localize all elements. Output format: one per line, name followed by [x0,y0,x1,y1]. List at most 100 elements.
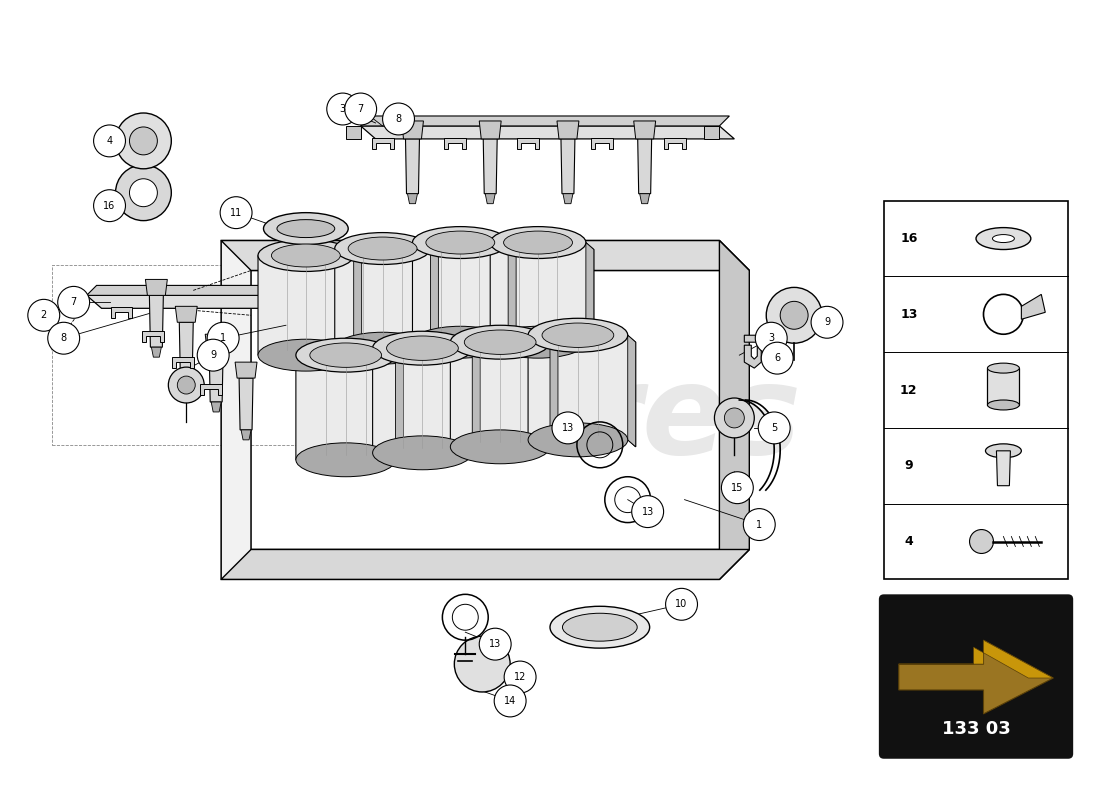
Polygon shape [638,139,651,194]
Polygon shape [704,126,719,139]
Circle shape [480,628,512,660]
Circle shape [725,408,745,428]
Text: ares: ares [497,359,802,481]
Ellipse shape [450,430,550,464]
Circle shape [207,322,239,354]
Text: euro: euro [260,230,581,351]
Text: 13: 13 [490,639,502,649]
Circle shape [666,588,697,620]
Text: 13: 13 [562,423,574,433]
Circle shape [197,339,229,371]
Polygon shape [472,348,481,460]
Ellipse shape [562,614,637,641]
Ellipse shape [491,326,586,358]
Polygon shape [179,322,194,374]
Circle shape [116,113,172,169]
Polygon shape [719,241,749,579]
Polygon shape [258,255,362,362]
Polygon shape [634,121,656,139]
Ellipse shape [412,226,508,258]
Polygon shape [145,279,167,295]
Polygon shape [87,295,301,308]
Text: 8: 8 [396,114,402,124]
Polygon shape [899,640,1053,714]
Polygon shape [221,241,749,579]
Circle shape [168,367,205,403]
Ellipse shape [992,234,1014,242]
Circle shape [344,93,376,125]
Polygon shape [563,194,573,204]
Text: 16: 16 [900,232,917,245]
Ellipse shape [264,213,349,245]
Polygon shape [241,430,251,440]
Polygon shape [628,335,636,447]
Text: 3: 3 [768,334,774,343]
Circle shape [811,306,843,338]
Circle shape [94,125,125,157]
Ellipse shape [450,326,550,359]
Polygon shape [345,126,361,139]
Text: 2: 2 [41,310,47,320]
Ellipse shape [310,343,382,367]
Circle shape [130,127,157,155]
Polygon shape [407,194,418,204]
Circle shape [28,299,59,331]
Text: 4: 4 [107,136,112,146]
Polygon shape [640,194,650,204]
Polygon shape [561,139,575,194]
Circle shape [494,685,526,717]
Circle shape [722,472,754,504]
Text: 13: 13 [641,506,653,517]
Polygon shape [373,348,481,460]
FancyBboxPatch shape [879,594,1074,758]
Text: 4: 4 [904,535,913,548]
Ellipse shape [542,323,614,347]
Circle shape [504,661,536,693]
Polygon shape [485,194,495,204]
Ellipse shape [277,220,334,238]
Circle shape [761,342,793,374]
Polygon shape [988,368,1020,405]
Polygon shape [150,295,163,347]
Text: 12: 12 [514,672,526,682]
Polygon shape [361,126,735,139]
Circle shape [756,322,788,354]
Ellipse shape [272,244,340,267]
Polygon shape [450,342,558,454]
Polygon shape [402,121,424,139]
Ellipse shape [976,228,1031,250]
Ellipse shape [348,237,417,260]
Circle shape [130,178,157,206]
Polygon shape [354,255,362,362]
Polygon shape [586,242,594,349]
Text: a passion since 1985: a passion since 1985 [448,555,652,574]
Circle shape [767,287,822,343]
Polygon shape [491,242,594,349]
Circle shape [47,322,79,354]
Polygon shape [182,374,191,384]
Polygon shape [221,550,749,579]
Ellipse shape [296,443,396,477]
Ellipse shape [373,331,472,365]
Ellipse shape [412,326,508,358]
Polygon shape [412,242,516,349]
Polygon shape [483,139,497,194]
Ellipse shape [296,338,396,372]
Circle shape [714,398,755,438]
Ellipse shape [464,330,536,354]
Text: 14: 14 [504,696,516,706]
Polygon shape [591,138,613,149]
Polygon shape [209,350,223,402]
Polygon shape [508,242,516,349]
Polygon shape [235,362,257,378]
Polygon shape [87,286,296,295]
Circle shape [220,197,252,229]
Circle shape [57,286,89,318]
FancyBboxPatch shape [883,201,1068,579]
Ellipse shape [386,336,459,360]
Circle shape [94,190,125,222]
Text: 1: 1 [220,334,227,343]
Polygon shape [997,451,1011,486]
Ellipse shape [258,339,354,371]
Circle shape [758,412,790,444]
